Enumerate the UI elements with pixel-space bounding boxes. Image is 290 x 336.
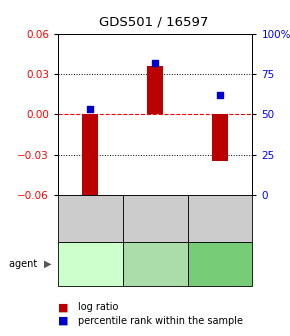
Text: IL4: IL4 — [213, 259, 227, 269]
Point — [218, 92, 222, 97]
Text: TNFa: TNFa — [143, 259, 167, 269]
Text: GSM8762: GSM8762 — [215, 198, 224, 239]
Text: percentile rank within the sample: percentile rank within the sample — [78, 316, 243, 326]
Text: ■: ■ — [58, 302, 68, 312]
Text: GSM8752: GSM8752 — [86, 198, 95, 239]
Text: agent: agent — [9, 259, 40, 269]
Text: log ratio: log ratio — [78, 302, 119, 312]
Text: ▶: ▶ — [44, 259, 51, 269]
Text: GDS501 / 16597: GDS501 / 16597 — [99, 15, 209, 28]
Text: IFNg: IFNg — [79, 259, 102, 269]
Text: ■: ■ — [58, 316, 68, 326]
Point — [153, 60, 157, 65]
Point — [88, 107, 93, 112]
Bar — [82, 114, 99, 198]
Bar — [147, 66, 163, 114]
Text: GSM8757: GSM8757 — [151, 198, 160, 239]
Bar — [212, 114, 228, 161]
